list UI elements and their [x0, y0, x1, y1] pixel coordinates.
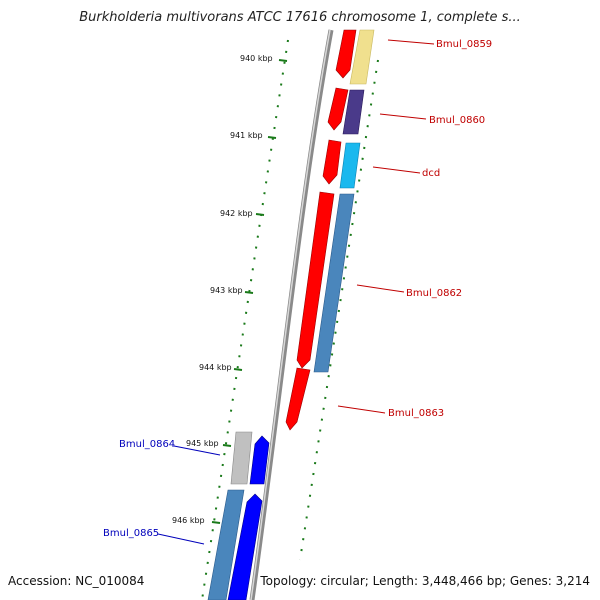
- gene-dcd[interactable]: [339, 142, 361, 189]
- map-title: Burkholderia multivorans ATCC 17616 chro…: [79, 10, 521, 25]
- gene-label-bmul-0860[interactable]: Bmul_0860: [429, 115, 485, 126]
- gene-labels: Bmul_0859 Bmul_0860 dcd Bmul_0862 Bmul_0…: [103, 39, 492, 539]
- orf-arrow[interactable]: [285, 367, 311, 431]
- tick-label-944: 944 kbp: [199, 363, 232, 372]
- orf-arrow[interactable]: [327, 87, 349, 131]
- gene-bmul-0859[interactable]: [349, 29, 375, 85]
- tick-label-945: 945 kbp: [186, 439, 219, 448]
- tick-marks: [211, 59, 288, 524]
- gene-label-bmul-0863[interactable]: Bmul_0863: [388, 408, 444, 419]
- tick-label-943: 943 kbp: [210, 286, 243, 295]
- tick-label-940: 940 kbp: [240, 54, 273, 63]
- chromosome-backbone: [249, 29, 334, 600]
- orf-arrow-reverse[interactable]: [227, 493, 263, 600]
- tick-label-941: 941 kbp: [230, 131, 263, 140]
- right-dotted-guide: [299, 59, 379, 561]
- tick-label-946: 946 kbp: [172, 516, 205, 525]
- tick-labels: 940 kbp 941 kbp 942 kbp 943 kbp 944 kbp …: [172, 54, 273, 525]
- accession-text: Accession: NC_010084: [8, 574, 145, 588]
- gene-label-bmul-0862[interactable]: Bmul_0862: [406, 288, 462, 299]
- orf-arrow-reverse[interactable]: [249, 435, 270, 485]
- orf-arrow[interactable]: [296, 191, 335, 369]
- label-leaders: [157, 39, 435, 545]
- gene-bmul-0860[interactable]: [342, 89, 365, 135]
- gene-bmul-0862[interactable]: [313, 193, 355, 373]
- gene-label-bmul-0859[interactable]: Bmul_0859: [436, 39, 492, 50]
- tick-label-942: 942 kbp: [220, 209, 253, 218]
- forward-gene-track: [313, 29, 375, 373]
- gene-label-bmul-0865[interactable]: Bmul_0865: [103, 528, 159, 539]
- orf-arrow[interactable]: [335, 29, 357, 79]
- topology-summary: Topology: circular; Length: 3,448,466 bp…: [260, 574, 590, 588]
- reverse-gene-track: [207, 431, 270, 600]
- orf-arrow[interactable]: [322, 139, 342, 185]
- gene-label-dcd[interactable]: dcd: [422, 168, 440, 179]
- gene-bmul-0864[interactable]: [230, 431, 253, 485]
- gene-bmul-0865[interactable]: [207, 489, 245, 600]
- gene-label-bmul-0864[interactable]: Bmul_0864: [119, 439, 175, 450]
- forward-orf-track: [285, 29, 357, 431]
